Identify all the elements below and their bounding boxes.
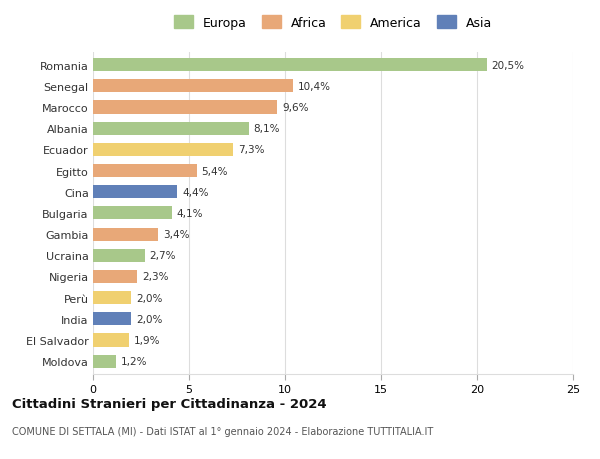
Text: 9,6%: 9,6%	[282, 103, 308, 113]
Bar	[93, 186, 178, 199]
Bar	[93, 249, 145, 262]
Text: Cittadini Stranieri per Cittadinanza - 2024: Cittadini Stranieri per Cittadinanza - 2…	[12, 397, 326, 410]
Text: 10,4%: 10,4%	[298, 82, 331, 92]
Text: 1,2%: 1,2%	[121, 356, 148, 366]
Bar	[93, 291, 131, 304]
Text: 2,7%: 2,7%	[149, 251, 176, 261]
Bar	[93, 270, 137, 283]
Text: 2,0%: 2,0%	[136, 314, 163, 324]
Text: COMUNE DI SETTALA (MI) - Dati ISTAT al 1° gennaio 2024 - Elaborazione TUTTITALIA: COMUNE DI SETTALA (MI) - Dati ISTAT al 1…	[12, 426, 433, 436]
Bar	[93, 313, 131, 326]
Bar	[93, 101, 277, 114]
Bar	[93, 165, 197, 178]
Text: 7,3%: 7,3%	[238, 145, 265, 155]
Bar	[93, 80, 293, 93]
Bar	[93, 207, 172, 220]
Text: 2,0%: 2,0%	[136, 293, 163, 303]
Bar	[93, 144, 233, 157]
Text: 20,5%: 20,5%	[491, 61, 524, 71]
Bar	[93, 355, 116, 368]
Text: 1,9%: 1,9%	[134, 335, 161, 345]
Text: 2,3%: 2,3%	[142, 272, 169, 282]
Text: 4,1%: 4,1%	[176, 208, 203, 218]
Legend: Europa, Africa, America, Asia: Europa, Africa, America, Asia	[170, 12, 496, 34]
Bar	[93, 334, 130, 347]
Bar	[93, 228, 158, 241]
Bar	[93, 59, 487, 72]
Text: 8,1%: 8,1%	[253, 124, 280, 134]
Text: 4,4%: 4,4%	[182, 187, 209, 197]
Bar	[93, 123, 248, 135]
Text: 3,4%: 3,4%	[163, 230, 190, 240]
Text: 5,4%: 5,4%	[202, 166, 228, 176]
